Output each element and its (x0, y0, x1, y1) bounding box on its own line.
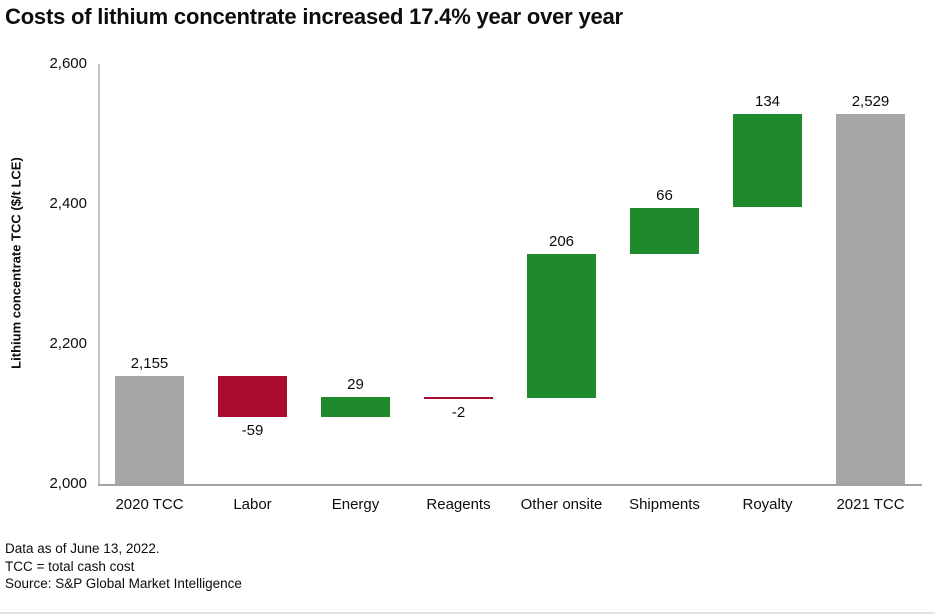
x-axis-line (98, 484, 922, 486)
x-axis-label-reagents: Reagents (426, 496, 491, 513)
chart-title: Costs of lithium concentrate increased 1… (5, 4, 623, 29)
x-axis-label-2021-tcc: 2021 TCC (836, 496, 905, 513)
bar-2020-tcc (115, 375, 184, 484)
bar-shipments (630, 207, 699, 254)
x-axis-label-shipments: Shipments (629, 496, 700, 513)
x-axis-label-other-onsite: Other onsite (520, 496, 603, 513)
bar-value-label-2021-tcc: 2,529 (851, 92, 890, 110)
bar-value-label-royalty: 134 (754, 92, 781, 110)
x-axis-label-royalty: Royalty (742, 496, 793, 513)
footnote-tcc-definition: TCC = total cash cost (5, 558, 135, 574)
bar-value-label-reagents: -2 (451, 403, 466, 421)
y-axis-line (98, 64, 100, 484)
bar-value-label-shipments: 66 (656, 186, 673, 204)
bar-royalty (733, 113, 802, 208)
x-axis-label-labor: Labor (233, 496, 272, 513)
plot-area: Lithium concentrate TCC ($/t LCE) 2,000 2… (9, 55, 922, 513)
x-axis-label-energy: Energy (331, 496, 380, 513)
bottom-divider (0, 612, 935, 614)
bar-reagents (424, 396, 493, 399)
bar-value-label-2020-tcc: 2,155 (130, 354, 169, 372)
bar-energy (321, 396, 390, 417)
x-axis-label-2020-tcc: 2020 TCC (115, 496, 184, 513)
bar-value-label-other-onsite: 206 (548, 232, 575, 250)
y-tick-label-2600: 2,600 (49, 55, 87, 72)
bar-labor (218, 375, 287, 417)
footnote-source: Source: S&P Global Market Intelligence (5, 576, 242, 591)
bar-value-label-energy: 29 (347, 375, 364, 393)
footnote-data-as-of: Data as of June 13, 2022. (5, 541, 160, 556)
bar-other-onsite (527, 253, 596, 398)
y-tick-label-2400: 2,400 (49, 195, 87, 212)
bar-value-label-labor: -59 (241, 421, 264, 439)
y-tick-label-2000: 2,000 (49, 475, 87, 492)
bar-2021-tcc (836, 113, 905, 484)
y-tick-label-2200: 2,200 (49, 335, 87, 352)
footer: Data as of June 13, 2022. TCC = total ca… (5, 540, 242, 593)
